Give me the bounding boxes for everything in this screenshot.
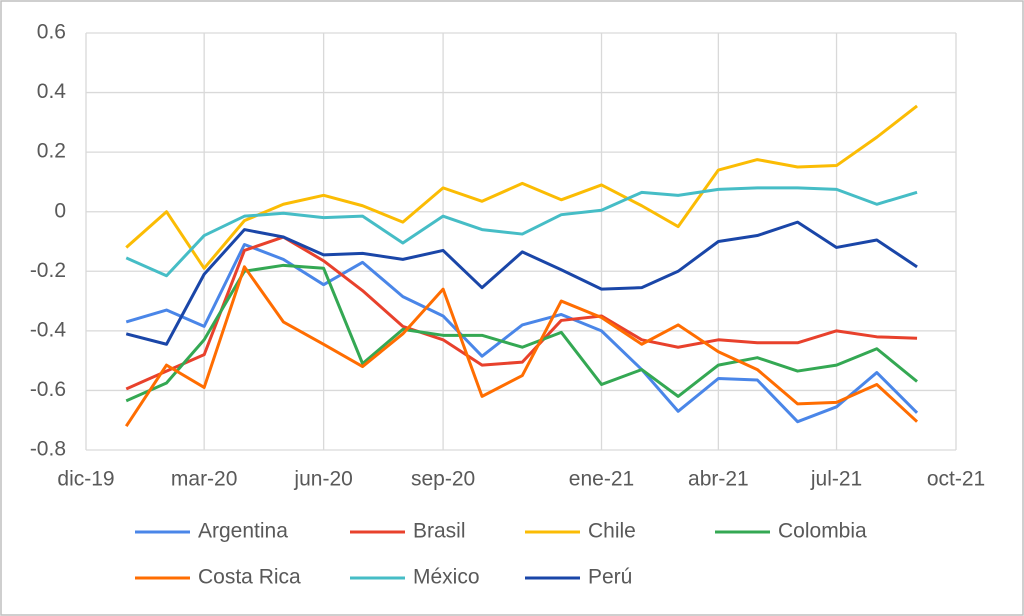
legend-label: Brasil [413, 520, 466, 543]
legend-label: Chile [588, 520, 636, 543]
x-tick-label: oct-21 [927, 468, 985, 491]
series-line [125, 235, 918, 391]
y-tick-label: -0.8 [30, 438, 66, 461]
x-tick-label: jun-20 [293, 468, 352, 491]
x-tick-label: ene-21 [569, 468, 634, 491]
series-line [125, 263, 918, 403]
y-tick-label: -0.6 [30, 378, 66, 401]
x-tick-label: mar-20 [171, 468, 238, 491]
x-tick-label: abr-21 [688, 468, 749, 491]
legend-label: Argentina [198, 520, 288, 543]
y-tick-label: 0.6 [37, 21, 66, 44]
legend-label: Costa Rica [198, 566, 301, 589]
series-line [125, 242, 919, 424]
x-tick-label: sep-20 [411, 468, 475, 491]
y-tick-label: 0.2 [37, 140, 66, 163]
series-line [125, 265, 919, 427]
legend-label: Perú [588, 566, 632, 589]
series-line [125, 186, 918, 278]
series-line [125, 220, 918, 346]
y-tick-label: 0.4 [37, 80, 67, 103]
x-tick-label: dic-19 [57, 468, 114, 491]
y-tick-label: -0.4 [30, 318, 67, 341]
y-tick-label: 0 [54, 199, 66, 222]
legend-label: México [413, 566, 480, 589]
legend-label: Colombia [778, 520, 867, 543]
x-tick-label: jul-21 [810, 468, 862, 491]
y-tick-label: -0.2 [30, 259, 66, 282]
